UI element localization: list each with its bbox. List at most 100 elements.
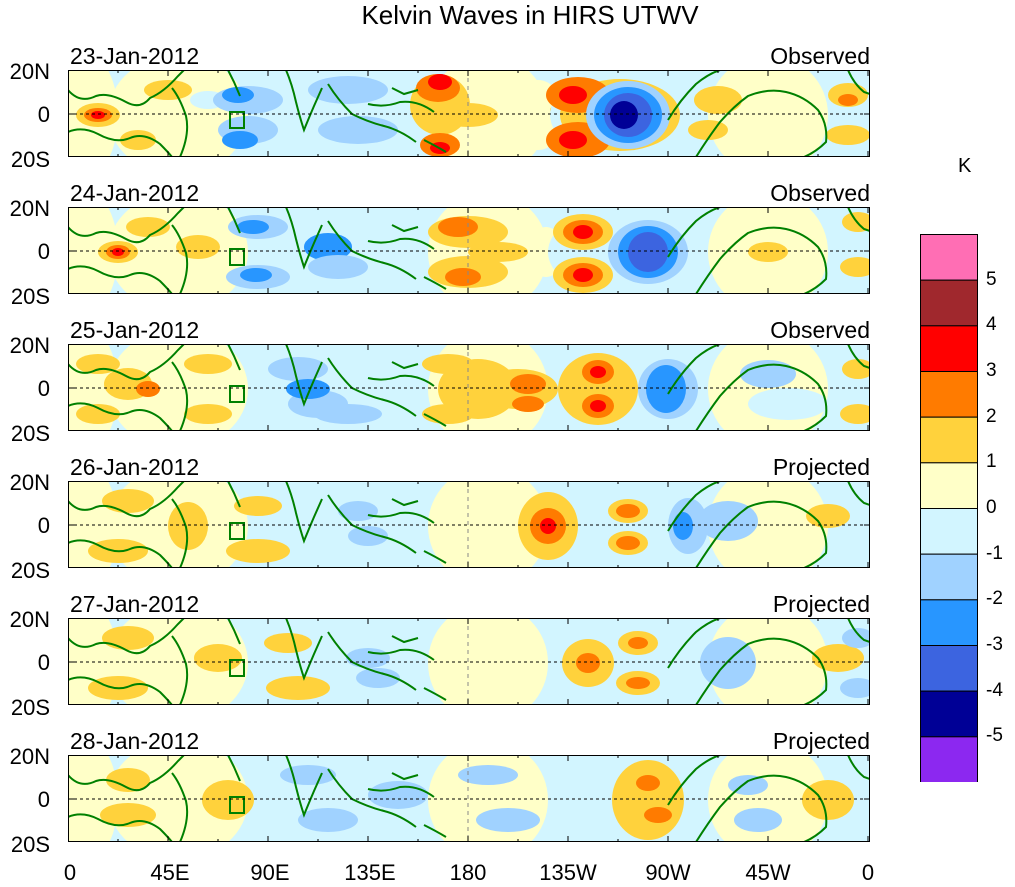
panel-status: Observed <box>770 43 870 69</box>
panel-status: Projected <box>772 728 870 754</box>
anomaly-region <box>102 489 154 513</box>
anomaly-region <box>112 248 124 256</box>
lon-label: 0 <box>63 860 77 885</box>
anomaly-region <box>573 225 593 239</box>
coastline <box>68 481 185 518</box>
anomaly-region <box>240 268 272 282</box>
panel-date: 28-Jan-2012 <box>70 728 200 754</box>
coastline <box>367 237 435 250</box>
anomaly-region <box>700 637 756 689</box>
panel-frame <box>68 618 870 705</box>
coastline <box>667 344 721 395</box>
anomaly-region <box>266 676 330 700</box>
coastline <box>285 618 323 681</box>
coastline <box>327 494 417 554</box>
anomaly-region <box>628 232 668 272</box>
coastline <box>68 755 185 792</box>
colorbar-label: 4 <box>986 314 997 336</box>
lon-label: 90E <box>250 860 290 885</box>
coastline <box>285 481 323 544</box>
anomaly-region <box>610 101 638 129</box>
colorbar-swatch <box>920 508 978 555</box>
colorbar-label: -2 <box>986 588 1003 610</box>
colorbar-label: -3 <box>986 634 1003 655</box>
coastline <box>171 87 189 157</box>
anomaly-region <box>826 125 870 145</box>
anomaly-region <box>458 765 518 785</box>
coastline <box>68 344 185 381</box>
anomaly-region <box>102 626 154 650</box>
anomaly-region <box>422 404 474 424</box>
island-box <box>229 111 245 129</box>
anomaly-region <box>573 268 593 282</box>
coastline <box>68 207 185 244</box>
coastline <box>391 635 419 644</box>
coastline <box>68 539 173 568</box>
anomaly-region <box>802 780 854 820</box>
coastline <box>68 676 173 705</box>
anomaly-region <box>559 131 587 149</box>
anomaly-region <box>338 501 378 521</box>
anomaly-region <box>636 775 660 791</box>
coastline <box>391 772 419 781</box>
lat-label: 20N <box>9 196 50 221</box>
map-panel <box>68 618 870 705</box>
colorbar <box>920 234 978 782</box>
island-box <box>229 659 245 677</box>
lat-label: 0 <box>37 787 50 812</box>
anomaly-region <box>168 502 208 550</box>
anomaly-region <box>264 633 312 653</box>
coastline <box>171 361 189 431</box>
lat-label: 20S <box>10 832 50 857</box>
island-box <box>229 522 245 540</box>
anomaly-region <box>126 217 170 237</box>
panel-date: 26-Jan-2012 <box>70 454 200 480</box>
coastline <box>423 687 447 701</box>
coastline <box>227 207 241 234</box>
anomaly-region <box>194 644 242 672</box>
anomaly-region <box>428 74 452 90</box>
lat-label: 20N <box>9 333 50 358</box>
anomaly-region <box>438 217 478 237</box>
panel-date: 25-Jan-2012 <box>70 317 200 343</box>
colorbar-swatch <box>920 462 978 509</box>
coastline <box>285 755 323 818</box>
coastline <box>423 139 447 153</box>
coastline <box>847 207 870 232</box>
anomaly-region <box>616 536 640 550</box>
anomaly-region <box>840 404 870 424</box>
coastline <box>285 70 323 133</box>
coastline <box>227 618 241 645</box>
anomaly-region <box>106 768 150 792</box>
map-panel <box>68 207 870 294</box>
coastline <box>68 618 185 655</box>
anomaly-region <box>576 653 600 673</box>
anomaly-region <box>91 111 105 119</box>
coastline <box>423 413 447 427</box>
anomaly-region <box>184 354 232 374</box>
coastline <box>847 70 870 95</box>
coastline <box>68 128 173 157</box>
coastline <box>667 755 721 806</box>
panel-frame <box>68 755 870 842</box>
anomaly-region <box>540 518 556 534</box>
island-box <box>229 248 245 266</box>
panel-date: 23-Jan-2012 <box>70 43 200 69</box>
coastline <box>227 481 241 508</box>
panel-date: 27-Jan-2012 <box>70 591 200 617</box>
coastline <box>695 363 828 431</box>
anomaly-region <box>468 242 528 262</box>
island-box <box>229 796 245 814</box>
coastline <box>171 224 189 294</box>
colorbar-swatch <box>920 690 978 738</box>
anomaly-region <box>348 526 388 546</box>
coastline <box>695 89 828 157</box>
anomaly-region <box>176 235 220 259</box>
anomaly-region <box>237 220 269 234</box>
colorbar-label: 1 <box>986 451 997 473</box>
panel-frame <box>68 70 870 157</box>
anomaly-region <box>748 388 828 420</box>
coastline <box>391 498 419 507</box>
coastline <box>327 83 417 143</box>
coastline <box>847 618 870 643</box>
